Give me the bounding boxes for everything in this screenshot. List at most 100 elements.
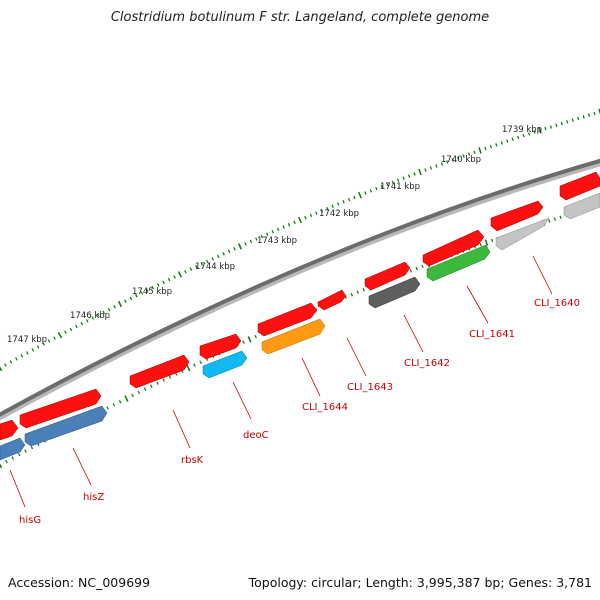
major-tick [186, 364, 191, 372]
major-tick [117, 300, 123, 308]
minor-tick [456, 156, 460, 160]
minor-tick [24, 449, 27, 453]
scale-label: 1739 kbp [502, 125, 542, 135]
leader-line [72, 447, 92, 486]
minor-tick [249, 239, 253, 244]
minor-tick [331, 204, 334, 209]
minor-tick [336, 202, 340, 206]
gene-arrow[interactable] [422, 229, 485, 267]
minor-tick [548, 219, 551, 223]
minor-tick [211, 257, 214, 261]
minor-tick [533, 130, 536, 134]
gene-deoC[interactable] [202, 350, 248, 379]
minor-tick [440, 162, 444, 166]
minor-tick [326, 206, 329, 211]
minor-tick [25, 351, 29, 355]
minor-tick [227, 249, 231, 254]
minor-tick [173, 275, 176, 279]
gene-arrow[interactable] [364, 261, 411, 291]
minor-tick [244, 242, 247, 246]
gene-arrow[interactable] [199, 333, 242, 360]
minor-tick [107, 307, 111, 312]
gene-hisZ[interactable] [24, 405, 108, 447]
gene-label[interactable]: hisZ [83, 492, 104, 503]
leader-line [403, 314, 424, 353]
genome-backbone-core [0, 158, 600, 417]
minor-tick [527, 132, 531, 136]
gene-label[interactable]: CLI_1642 [404, 358, 450, 369]
minor-tick [559, 215, 562, 220]
minor-tick [380, 184, 384, 189]
gene-label[interactable]: CLI_1640 [534, 298, 580, 309]
leader-line [232, 381, 252, 420]
minor-tick [407, 174, 411, 178]
minor-tick [47, 339, 51, 343]
minor-tick [479, 242, 482, 247]
minor-tick [282, 225, 285, 229]
scale-labels: 1739 kbp 1740 kbp 1741 kbp 1742 kbp 1743… [7, 125, 542, 345]
gene-hisG[interactable] [0, 437, 26, 461]
minor-tick [255, 237, 258, 241]
major-tick [538, 127, 542, 134]
gene-arrow[interactable] [129, 354, 190, 389]
gene-label[interactable]: CLI_1644 [302, 402, 348, 413]
minor-tick [80, 321, 84, 326]
minor-tick [184, 270, 187, 274]
gene-arrow[interactable] [490, 200, 544, 232]
minor-tick [11, 456, 15, 460]
minor-tick [462, 154, 465, 158]
minor-tick [131, 393, 134, 398]
minor-tick [415, 266, 418, 271]
gene-arrow[interactable] [0, 419, 19, 441]
minor-tick [350, 293, 354, 297]
minor-tick [356, 290, 359, 295]
minor-tick [451, 158, 454, 162]
minor-tick [429, 166, 433, 170]
minor-tick [409, 269, 413, 273]
minor-tick [162, 280, 165, 285]
minor-tick [31, 348, 35, 352]
minor-tick [4, 363, 7, 367]
major-tick [0, 366, 3, 372]
leader-line [9, 469, 26, 508]
minor-tick [421, 264, 424, 269]
gene-label[interactable]: CLI_1641 [469, 329, 515, 340]
minor-tick [189, 267, 193, 271]
gene-CLI_1641-body[interactable] [426, 244, 491, 282]
minor-tick [53, 336, 56, 340]
gene-CLI_1642[interactable] [368, 276, 421, 309]
minor-tick [75, 324, 78, 329]
gene-arrow[interactable] [559, 171, 600, 201]
leader-line [466, 285, 489, 324]
minor-tick [195, 264, 198, 269]
minor-tick [69, 327, 73, 332]
minor-tick [137, 390, 141, 395]
major-tick [478, 147, 482, 154]
minor-tick [424, 168, 427, 172]
minor-tick [500, 141, 503, 145]
gene-label[interactable]: deoC [243, 430, 269, 441]
gene-CLI_1640[interactable] [563, 192, 600, 220]
minor-tick [162, 378, 165, 382]
minor-tick [9, 360, 13, 364]
gene-label[interactable]: CLI_1643 [347, 382, 393, 393]
gene-arrow[interactable] [19, 388, 102, 429]
gene-CLI_1641[interactable] [495, 217, 550, 251]
minor-tick [342, 200, 345, 204]
minor-tick [402, 176, 405, 180]
gene-arrow[interactable] [317, 289, 347, 311]
gene-label[interactable]: hisG [19, 515, 41, 526]
gene-CLI_1644[interactable] [261, 318, 326, 355]
minor-tick [593, 111, 596, 116]
minor-tick [473, 150, 476, 155]
minor-tick [582, 115, 585, 119]
minor-tick [106, 406, 109, 410]
minor-tick [511, 137, 514, 142]
gene-label[interactable]: rbsK [181, 455, 204, 466]
minor-tick [375, 186, 378, 191]
gene-arrow[interactable] [257, 302, 318, 337]
minor-tick [85, 319, 89, 323]
minor-tick [490, 238, 494, 243]
minor-tick [293, 220, 296, 225]
